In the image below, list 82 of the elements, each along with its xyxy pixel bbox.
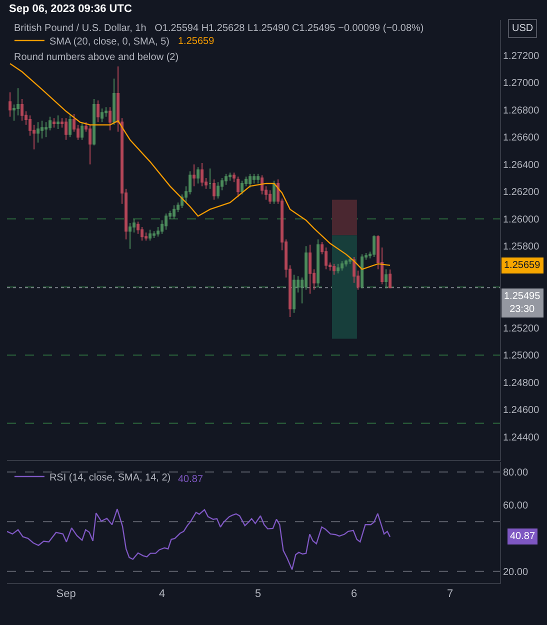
text: Sep 06, 2023 09:36 UTC: [9, 3, 132, 15]
candlestick: [344, 259, 348, 268]
candlestick: [152, 230, 156, 238]
candlestick: [348, 256, 352, 264]
x-tick-label: 7: [447, 588, 454, 600]
candlestick: [340, 260, 344, 272]
y-tick-label: 1.26800: [503, 105, 540, 116]
line-series: [9, 62, 391, 270]
y-tick-label: 1.27000: [503, 78, 540, 90]
candlestick: [56, 114, 60, 130]
candlestick: [228, 172, 232, 182]
y-tick-label: 1.26400: [503, 160, 540, 171]
x-tick-label: 6: [351, 588, 358, 600]
candlestick: [252, 173, 256, 184]
candlestick: [232, 172, 236, 183]
chart-title: British Pound / U.S. Dollar, 1h O1.25594 H1.25628 L1.25490 C1.25495 −0.00099 (−0.08%): [14, 23, 424, 34]
annotation: 1.25659: [178, 36, 215, 47]
candlestick: [256, 173, 260, 184]
y-tick-label: 1.26600: [503, 132, 540, 144]
x-tick-label: 5: [254, 588, 262, 600]
candlestick: [384, 268, 388, 289]
candlestick: [20, 98, 24, 122]
candlestick: [372, 234, 376, 258]
candlestick: [108, 106, 112, 131]
text: USD: [512, 23, 534, 34]
y-tick-label: 80.00: [503, 467, 528, 478]
candlestick: [240, 180, 244, 195]
candlestick: [208, 168, 212, 190]
candlestick: [128, 222, 132, 250]
text: 1.25659: [504, 260, 541, 271]
candlestick: [80, 123, 84, 140]
line-series: [7, 508, 391, 570]
y-tick-label: 1.27200: [503, 50, 540, 62]
candlestick: [192, 164, 196, 187]
annotation: 40.87: [178, 474, 204, 485]
candlestick: [148, 229, 152, 242]
legend-label: RSI (14, close, SMA, 14, 2): [49, 472, 171, 484]
candlestick: [36, 122, 40, 144]
candlestick: [272, 180, 276, 204]
y-tick-label: 1.26200: [503, 187, 540, 198]
y-tick-label: 1.24400: [503, 432, 540, 444]
candlestick: [360, 254, 364, 289]
candlestick: [64, 118, 68, 140]
text: 1.25495 23:30: [504, 291, 541, 315]
candlestick: [116, 66, 120, 132]
candlestick: [196, 166, 200, 184]
candlestick: [212, 178, 216, 200]
candlestick: [292, 274, 296, 314]
y-tick-label: 20.00: [503, 566, 528, 578]
annotation: Round numbers above and below (2): [14, 52, 179, 63]
candlestick: [100, 108, 104, 123]
candlestick: [332, 263, 336, 276]
candlestick: [68, 114, 72, 138]
y-tick-label: 1.24800: [503, 378, 540, 389]
legend-label: SMA (20, close, 0, SMA, 5): [49, 36, 170, 48]
candlestick: [40, 120, 44, 140]
candlestick: [92, 98, 96, 146]
candlestick: [8, 92, 12, 118]
candlestick: [200, 162, 204, 187]
y-tick-label: 60.00: [503, 500, 528, 512]
y-tick-label: 1.24600: [503, 405, 540, 416]
candlestick: [248, 173, 252, 188]
candlestick: [388, 269, 392, 289]
candlestick: [96, 100, 100, 123]
y-tick-label: 1.25200: [503, 323, 540, 334]
candlestick: [336, 263, 340, 274]
candlestick: [88, 124, 92, 165]
candlestick: [172, 204, 176, 220]
candlestick: [216, 182, 220, 199]
text: 40.87: [510, 531, 536, 542]
candlestick: [236, 176, 240, 198]
x-tick-label: 4: [158, 588, 166, 600]
y-tick-label: 1.25000: [503, 350, 540, 362]
candlestick: [52, 118, 56, 128]
candlestick: [308, 244, 312, 294]
candlestick: [112, 78, 116, 126]
candlestick: [268, 190, 272, 204]
candlestick: [316, 238, 320, 288]
candlestick: [164, 212, 168, 230]
y-tick-label: 1.26000: [503, 214, 540, 226]
y-tick-label: 1.25800: [503, 242, 540, 253]
x-tick-label: Sep: [56, 588, 76, 600]
